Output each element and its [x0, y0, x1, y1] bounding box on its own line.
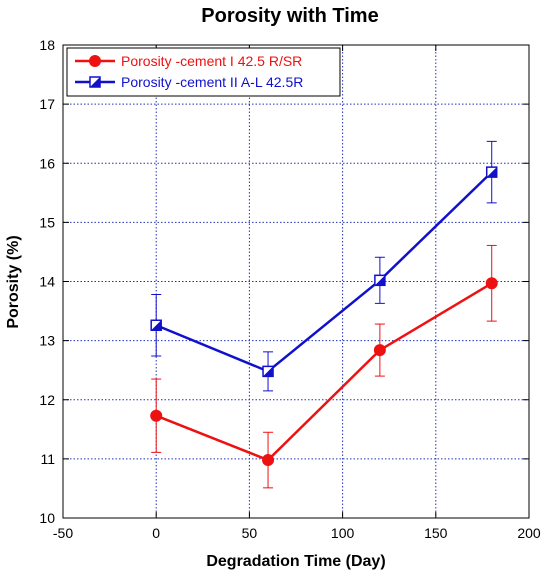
data-point — [485, 277, 498, 290]
data-point-fill — [374, 275, 385, 286]
legend-label-cement-1: Porosity -cement I 42.5 R/SR — [121, 53, 302, 69]
x-tick-label: 200 — [517, 525, 541, 541]
series-layer — [150, 140, 498, 489]
legend-box — [66, 47, 341, 97]
y-tick-label: 11 — [40, 451, 55, 467]
legend-label-cement-2: Porosity -cement II A-L 42.5R — [121, 74, 303, 90]
data-point-fill — [151, 320, 162, 331]
data-point-fill — [486, 167, 497, 178]
data-point-fill — [263, 366, 274, 377]
series-line — [155, 171, 493, 373]
data-point — [262, 454, 275, 467]
legend: Porosity -cement I 42.5 R/SR Porosity -c… — [66, 47, 341, 97]
x-tick-label: 50 — [242, 525, 258, 541]
axis-ticks: -50 0 50 100 150 200 10 11 12 13 14 15 16 17 18 — [39, 37, 540, 541]
chart-title: Porosity with Time — [201, 5, 378, 27]
legend-marker-cement-2-fill — [90, 77, 100, 87]
x-tick-label: 100 — [331, 525, 355, 541]
legend-marker-cement-1 — [89, 55, 101, 67]
series-1 — [150, 244, 498, 489]
x-tick-label: 150 — [424, 525, 448, 541]
series-line — [155, 282, 493, 462]
x-tick-label: -50 — [53, 525, 73, 541]
grid-lines — [63, 45, 529, 518]
y-tick-label: 15 — [39, 214, 55, 230]
y-tick-label: 10 — [39, 510, 55, 526]
x-axis-label: Degradation Time (Day) — [206, 553, 385, 570]
x-tick-label: 0 — [152, 525, 160, 541]
legend-entry-cement-2: Porosity -cement II A-L 42.5R — [75, 74, 303, 90]
y-tick-label: 16 — [39, 155, 55, 171]
y-axis-label: Porosity (%) — [5, 235, 22, 328]
legend-entry-cement-1: Porosity -cement I 42.5 R/SR — [75, 53, 302, 69]
data-point — [150, 409, 163, 422]
y-tick-label: 18 — [39, 37, 55, 53]
data-point — [373, 344, 386, 357]
y-tick-label: 17 — [39, 96, 55, 112]
y-tick-label: 13 — [39, 333, 55, 349]
series-2 — [150, 140, 498, 392]
y-tick-label: 14 — [39, 274, 55, 290]
y-tick-label: 12 — [39, 392, 55, 408]
